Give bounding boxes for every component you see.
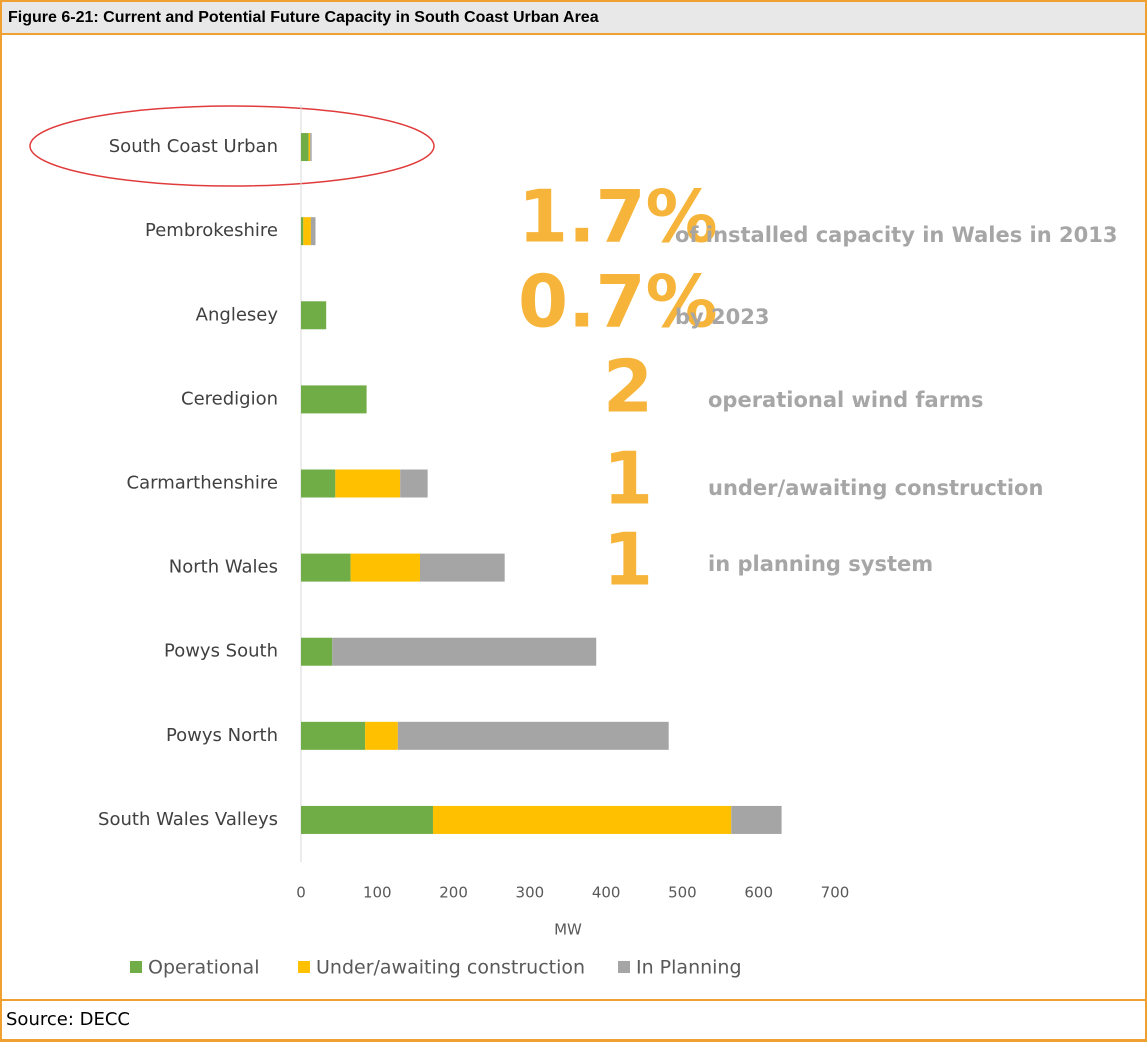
- bar-segment: [301, 721, 366, 750]
- annotation-figure: 1: [603, 518, 653, 602]
- annotation-text: operational wind farms: [708, 388, 983, 412]
- bar-segment: [301, 469, 336, 498]
- y-tick-label: Ceredigion: [181, 388, 278, 409]
- y-tick-label: Pembrokeshire: [145, 220, 278, 241]
- legend-swatch: [618, 961, 630, 973]
- x-tick-label: 600: [744, 884, 773, 902]
- y-tick-label: Powys North: [166, 725, 278, 746]
- source-bar: [0, 999, 1147, 1041]
- y-tick-label: South Wales Valleys: [98, 809, 278, 830]
- highlight-ellipse: [29, 105, 435, 187]
- source: Source: DECC: [6, 1009, 130, 1030]
- bar-segment: [400, 469, 428, 498]
- bar-segment: [432, 805, 732, 834]
- x-tick-label: 500: [668, 884, 697, 902]
- bar-segment: [335, 469, 401, 498]
- y-tick-label: Carmarthenshire: [127, 473, 278, 494]
- x-tick-label: 700: [821, 884, 850, 902]
- bar-segment: [397, 721, 669, 750]
- x-tick-label: 200: [439, 884, 468, 902]
- chart-title: Figure 6-21: Current and Potential Futur…: [8, 9, 599, 26]
- y-tick-label: Powys South: [164, 641, 278, 662]
- bar-segment: [308, 133, 311, 162]
- bar-segment: [301, 385, 367, 414]
- bar-segment: [731, 805, 782, 834]
- bar-segment: [310, 133, 312, 162]
- annotation-text: under/awaiting construction: [708, 476, 1043, 500]
- annotation-text: in planning system: [708, 552, 933, 576]
- annotation-figure: 1.7%: [518, 175, 718, 259]
- bar-segment: [310, 217, 316, 246]
- bar-segment: [365, 721, 398, 750]
- x-tick-label: 0: [296, 884, 306, 902]
- bar-segment: [301, 301, 327, 330]
- x-tick-label: 400: [592, 884, 621, 902]
- annotation-text: by 2023: [675, 305, 769, 329]
- y-tick-label: South Coast Urban: [109, 136, 278, 157]
- y-tick-label: North Wales: [169, 557, 278, 578]
- bar-segment: [420, 553, 505, 582]
- bar-segment: [303, 217, 311, 246]
- bar-segment: [301, 637, 333, 666]
- legend-swatch: [130, 961, 142, 973]
- header-bar: [0, 0, 1147, 35]
- bar-segment: [301, 133, 309, 162]
- bar-segment: [350, 553, 421, 582]
- y-tick-label: Anglesey: [196, 304, 279, 325]
- x-tick-label: 300: [516, 884, 545, 902]
- annotation-figure: 1: [603, 437, 653, 521]
- annotation-text: of installed capacity in Wales in 2013: [675, 223, 1117, 247]
- x-tick-label: 100: [363, 884, 392, 902]
- legend-label: In Planning: [636, 957, 742, 979]
- x-axis-label: MW: [554, 921, 582, 939]
- legend-label: Under/awaiting construction: [316, 957, 585, 979]
- legend-label: Operational: [148, 957, 259, 979]
- legend-swatch: [298, 961, 310, 973]
- bar-segment: [332, 637, 597, 666]
- annotation-figure: 2: [603, 345, 653, 429]
- bar-segment: [301, 217, 304, 246]
- annotation-figure: 0.7%: [518, 260, 718, 344]
- bar-segment: [301, 553, 351, 582]
- bar-segment: [301, 805, 433, 834]
